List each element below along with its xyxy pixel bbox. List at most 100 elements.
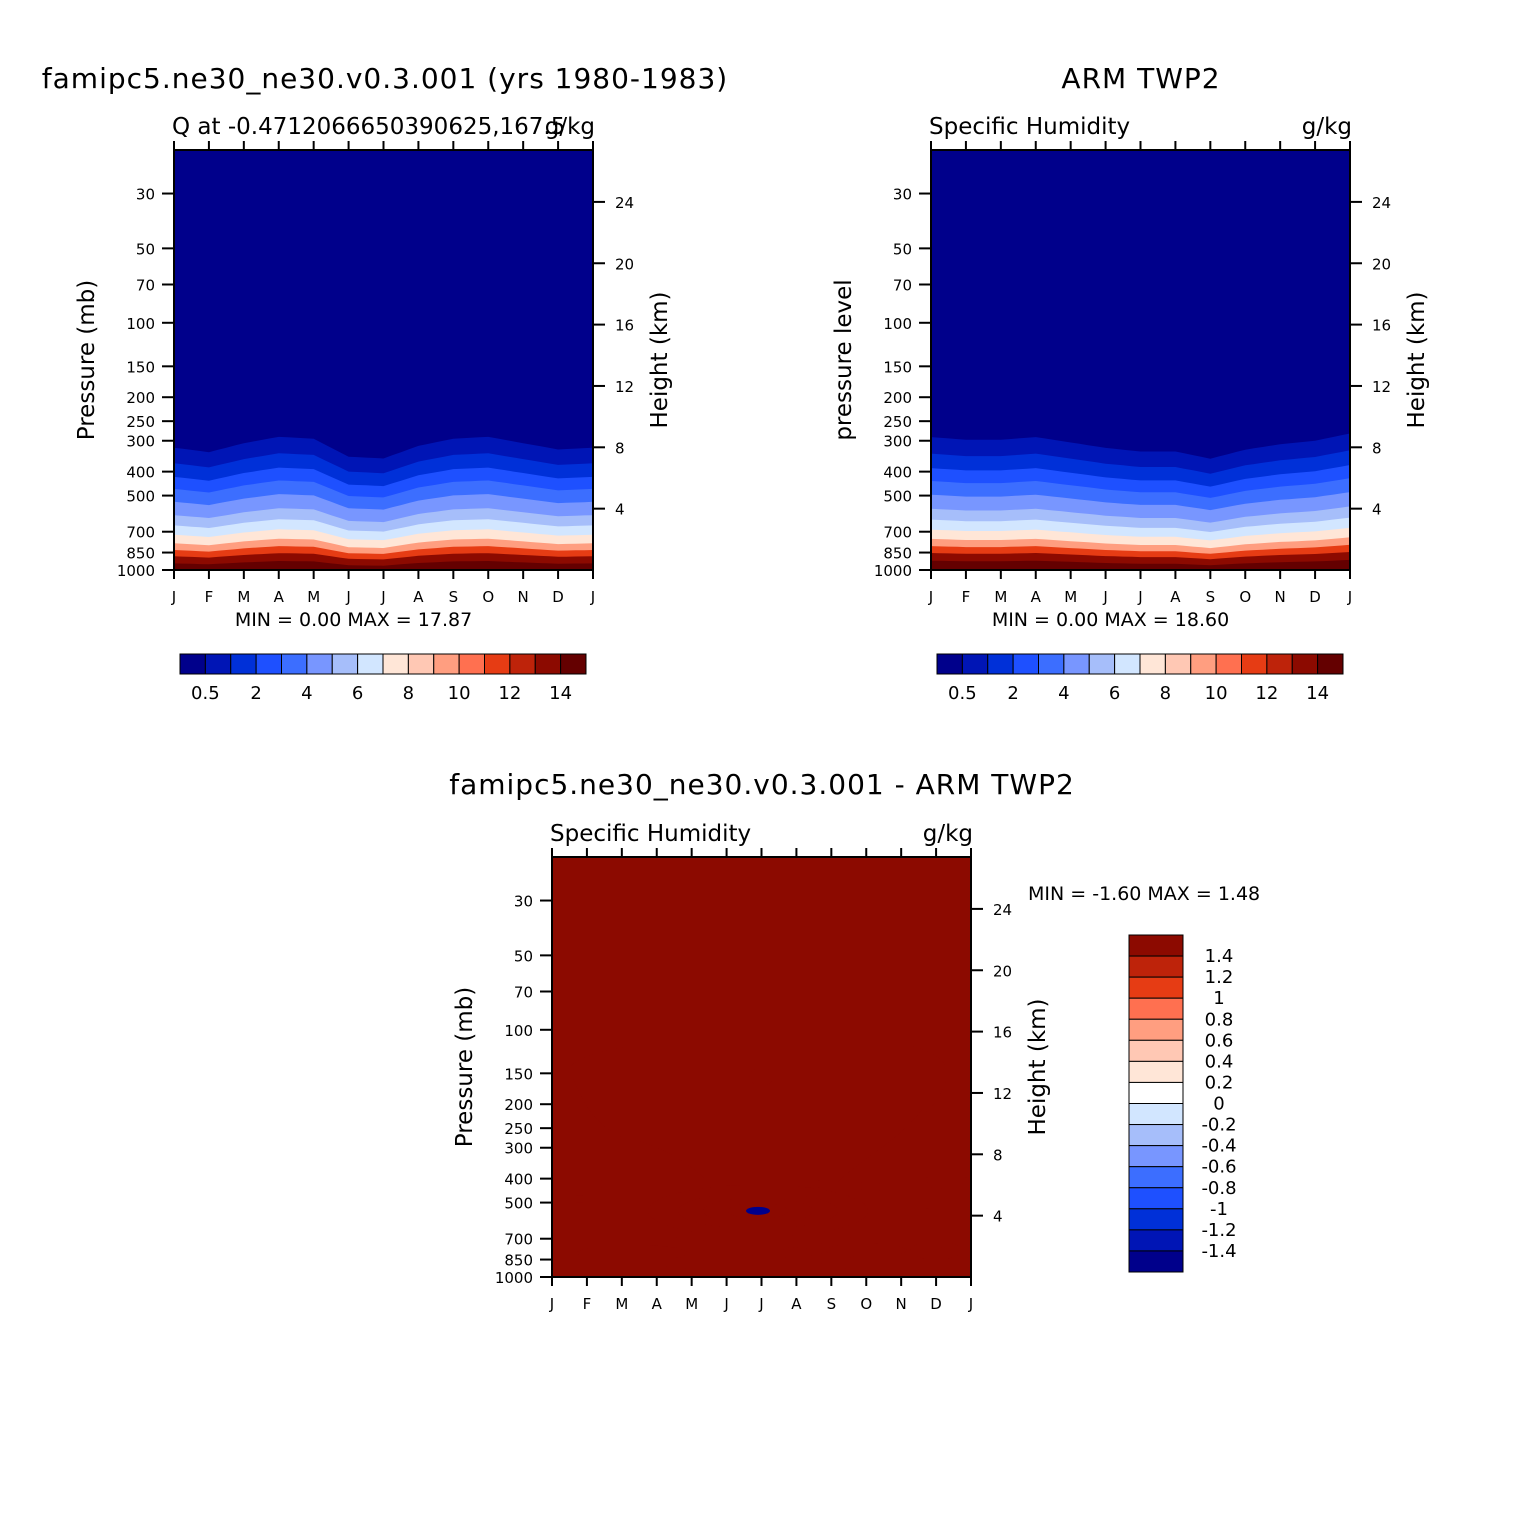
y-axis-label: pressure level (831, 279, 857, 440)
colorbar-box (1063, 653, 1090, 675)
colorbar-label: -1.4 (1201, 1241, 1236, 1262)
y-tick-label: 1000 (874, 562, 912, 580)
x-tick-label: S (1206, 588, 1216, 606)
y-tick-label: 850 (126, 545, 155, 563)
colorbar-label: 0.5 (948, 683, 977, 704)
colorbar-box (1128, 1060, 1184, 1083)
x-tick-label: D (552, 588, 564, 606)
y-tick-label: 100 (504, 1022, 533, 1040)
colorbar-box (484, 653, 511, 675)
main-title: famipc5.ne30_ne30.v0.3.001 - ARM TWP2 (449, 768, 1075, 801)
contour-band (552, 1192, 971, 1213)
y-tick-label: 300 (883, 433, 912, 451)
y-tick-label: 250 (126, 413, 155, 431)
y-tick-label: 500 (883, 488, 912, 506)
colorbar-box (987, 653, 1014, 675)
x-tick-label: N (518, 588, 529, 606)
x-tick-label: M (1064, 588, 1077, 606)
colorbar-box (961, 653, 989, 675)
colorbar-label: -0.4 (1201, 1136, 1236, 1157)
x-tick-label: M (307, 588, 320, 606)
colorbar-box (936, 653, 963, 675)
x-tick-label: D (1309, 588, 1321, 606)
colorbar-label: 10 (448, 683, 471, 704)
difference-panel: J F M A M J J A S O N D J305070100150200250300400500… (449, 768, 1260, 1313)
y-tick-label: 50 (893, 240, 912, 258)
colorbar-box (433, 653, 460, 675)
x-tick-label: J (345, 588, 350, 606)
colorbar-box (1128, 976, 1184, 999)
colorbar-box (1128, 1166, 1184, 1189)
colorbar-box (1215, 653, 1242, 675)
right-tick-label: 8 (615, 439, 625, 457)
colorbar-label: 14 (549, 683, 572, 704)
colorbar-box (1128, 1039, 1184, 1062)
x-tick-label: J (928, 588, 933, 606)
x-tick-label: J (1102, 588, 1107, 606)
colorbar-box (1128, 934, 1184, 957)
colorbar-box (1128, 1145, 1184, 1168)
x-tick-label: N (896, 1295, 907, 1313)
colorbar-label: 4 (1058, 683, 1069, 704)
right-tick-label: 16 (993, 1024, 1012, 1042)
colorbar-box (382, 653, 409, 675)
x-tick-label: J (758, 1295, 763, 1313)
colorbar-label: 0.5 (191, 683, 220, 704)
y-tick-label: 30 (893, 186, 912, 204)
y-tick-label: 1000 (495, 1269, 533, 1287)
colorbar-box (204, 653, 232, 675)
colorbar-box (255, 653, 282, 675)
colorbar-box (1164, 653, 1192, 675)
x-tick-label: S (827, 1295, 837, 1313)
right-tick-label: 4 (615, 501, 625, 519)
right-tick-label: 20 (615, 255, 634, 273)
colorbar-box (560, 653, 587, 675)
colorbar-box (1317, 653, 1344, 675)
right-axis-label: Height (km) (1025, 998, 1051, 1135)
x-tick-label: A (413, 588, 424, 606)
colorbar-label: -1.2 (1201, 1220, 1236, 1241)
x-tick-label: J (549, 1295, 554, 1313)
left-title: Specific Humidity (929, 114, 1130, 140)
colorbar-label: 10 (1205, 683, 1228, 704)
y-tick-label: 700 (883, 524, 912, 542)
y-tick-label: 150 (126, 358, 155, 376)
colorbar-box (281, 653, 308, 675)
y-tick-label: 700 (504, 1231, 533, 1249)
right-tick-label: 4 (1372, 501, 1382, 519)
contour-band (648, 1073, 665, 1118)
colorbar-label: -0.8 (1201, 1178, 1236, 1199)
x-tick-label: A (274, 588, 285, 606)
colorbar-box (357, 653, 384, 675)
y-tick-label: 70 (893, 276, 912, 294)
left-title: Specific Humidity (550, 821, 751, 847)
x-tick-label: F (583, 1295, 592, 1313)
colorbar-box (407, 653, 435, 675)
y-tick-label: 500 (126, 488, 155, 506)
contour-band (924, 1174, 969, 1185)
y-tick-label: 30 (136, 186, 155, 204)
contour-band (569, 1037, 948, 1214)
right-title: g/kg (1302, 114, 1352, 140)
y-tick-label: 250 (504, 1120, 533, 1138)
minmax-text: MIN = 0.00 MAX = 18.60 (992, 609, 1229, 631)
x-tick-label: J (968, 1295, 973, 1313)
x-tick-label: A (1170, 588, 1181, 606)
y-tick-label: 700 (126, 524, 155, 542)
x-tick-label: N (1275, 588, 1286, 606)
y-tick-label: 300 (126, 433, 155, 451)
x-tick-label: O (860, 1295, 872, 1313)
colorbar-box (1128, 955, 1184, 978)
colorbar-label: 2 (250, 683, 261, 704)
right-tick-label: 16 (1372, 317, 1391, 335)
colorbar-box (1128, 1208, 1184, 1231)
colorbar-box (534, 653, 562, 675)
contour-band (174, 561, 593, 570)
right-axis-label: Height (km) (1404, 291, 1430, 428)
obs-panel: J F M A M J J A S O N D J 30 50 70 100 150 200 250 300 400 500… (831, 62, 1430, 704)
x-tick-label: S (449, 588, 459, 606)
contour-band (931, 559, 1350, 570)
colorbar-label: 0.8 (1205, 1009, 1234, 1030)
colorbar-label: 4 (301, 683, 312, 704)
right-tick-label: 24 (615, 194, 634, 212)
